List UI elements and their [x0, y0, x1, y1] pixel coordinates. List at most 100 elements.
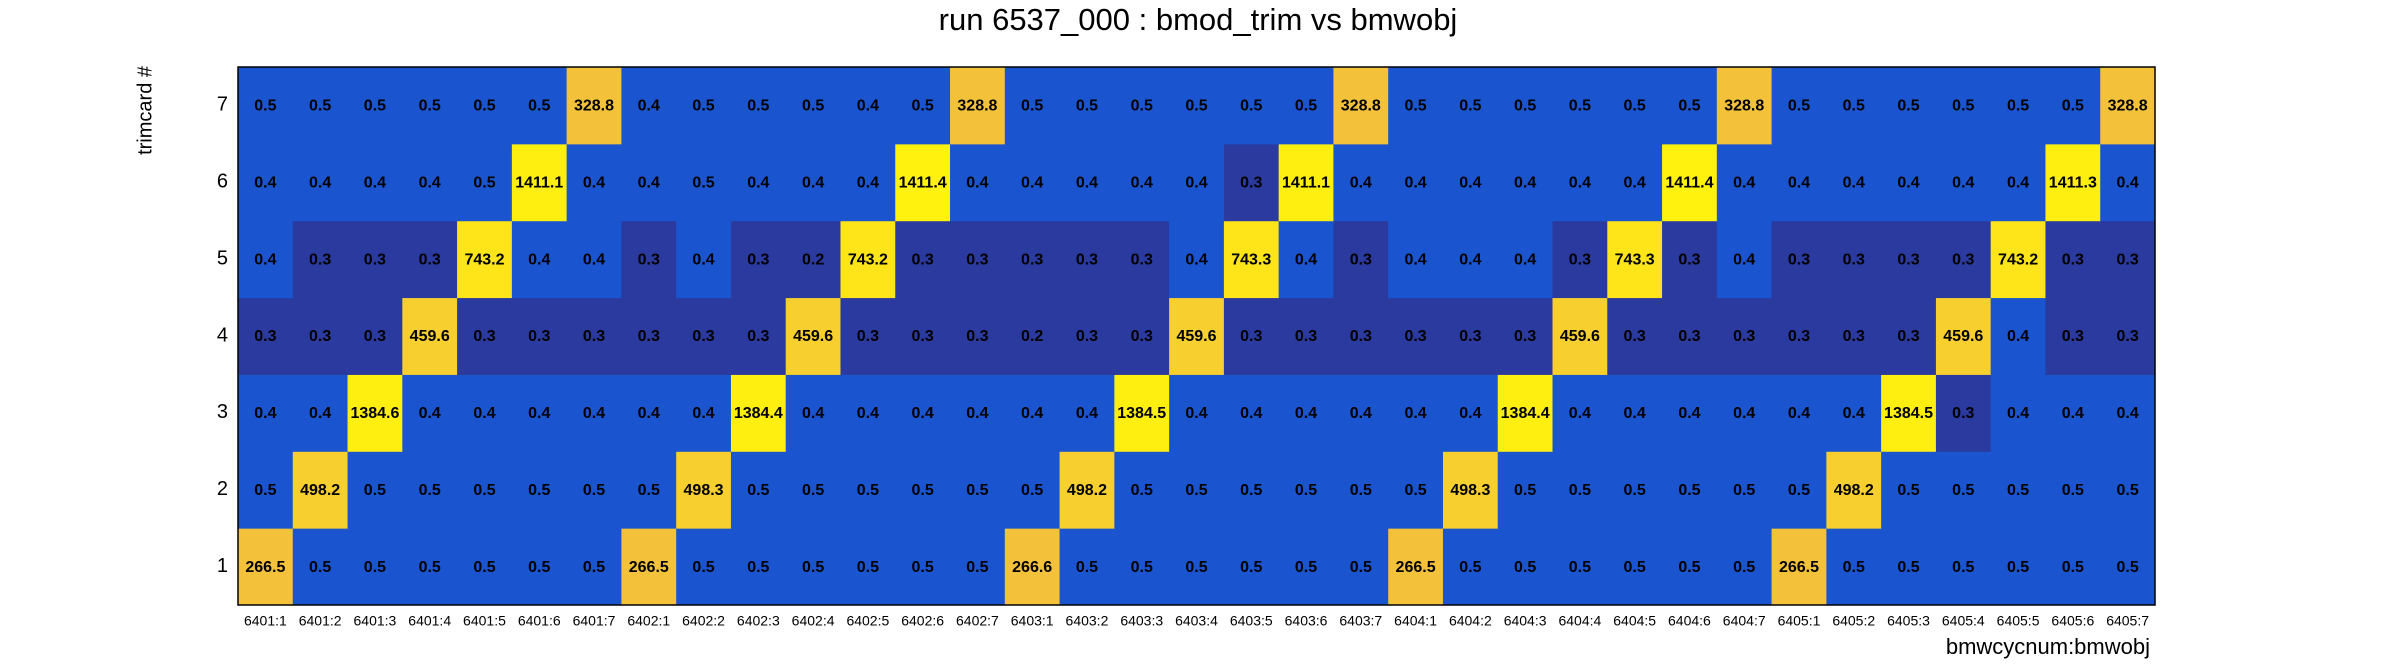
cell — [1881, 143, 1937, 222]
cell — [676, 220, 732, 299]
x-tick-label: 6405:5 — [1997, 613, 2040, 629]
cell — [2045, 67, 2101, 145]
cell-label: 328.8 — [574, 98, 614, 115]
cell — [347, 374, 403, 452]
cell — [1935, 67, 1992, 145]
cell — [566, 67, 622, 145]
cell — [457, 297, 513, 375]
cell-label: 0.5 — [1678, 482, 1700, 499]
cell — [840, 374, 896, 452]
cell-label: 0.4 — [364, 175, 386, 192]
cell — [1059, 220, 1115, 299]
x-tick-label: 6402:4 — [792, 613, 835, 629]
cell — [1004, 528, 1061, 606]
cell — [676, 374, 732, 452]
cell — [785, 297, 841, 375]
cell-label: 0.4 — [1788, 405, 1810, 422]
cell-label: 0.5 — [254, 482, 276, 499]
cell-label: 0.5 — [1514, 482, 1536, 499]
cell-label: 0.4 — [528, 251, 550, 268]
cell-label: 0.5 — [966, 482, 988, 499]
cell-label: 0.4 — [1404, 175, 1426, 192]
cell — [1442, 220, 1499, 299]
y-tick-label: 2 — [217, 478, 228, 500]
cell — [2100, 297, 2156, 375]
chart-title: run 6537_000 : bmod_trim vs bmwobj — [939, 2, 1458, 37]
cell — [730, 143, 787, 222]
cell-label: 0.3 — [747, 328, 769, 345]
cell-label: 0.5 — [1350, 559, 1372, 576]
cell-label: 1384.5 — [1117, 405, 1166, 422]
x-tick-label: 6401:5 — [463, 613, 506, 629]
cell — [1059, 374, 1115, 452]
cell-label: 0.5 — [583, 559, 605, 576]
cell-label: 0.4 — [802, 175, 824, 192]
cell — [1935, 528, 1992, 606]
cell-label: 0.5 — [1459, 98, 1481, 115]
cell — [1881, 297, 1937, 375]
cell — [1990, 528, 2046, 606]
cell — [347, 451, 403, 529]
cell — [1826, 374, 1882, 452]
cell — [840, 220, 896, 299]
cell — [950, 220, 1006, 299]
cell-label: 0.3 — [1788, 251, 1810, 268]
cell-label: 0.5 — [528, 482, 550, 499]
cell — [950, 67, 1006, 145]
cell — [1552, 374, 1608, 452]
cell-label: 0.3 — [364, 251, 386, 268]
x-tick-label: 6404:3 — [1504, 613, 1547, 629]
cell-label: 0.4 — [1733, 175, 1755, 192]
cell — [1607, 528, 1663, 606]
cell — [511, 374, 568, 452]
cell-label: 0.3 — [1733, 328, 1755, 345]
cell — [1826, 528, 1882, 606]
cell — [1662, 374, 1718, 452]
cell-label: 0.3 — [2116, 328, 2138, 345]
cell-label: 0.5 — [1733, 482, 1755, 499]
cell-label: 0.4 — [1185, 175, 1207, 192]
cell — [1388, 528, 1444, 606]
y-tick-label: 6 — [217, 171, 228, 193]
cell-label: 0.4 — [1459, 175, 1481, 192]
cell — [292, 143, 349, 222]
cell — [238, 528, 294, 606]
cell — [511, 143, 568, 222]
cell-label: 0.4 — [1404, 405, 1426, 422]
cell — [1662, 528, 1718, 606]
cell — [895, 67, 951, 145]
cell — [676, 67, 732, 145]
cell — [785, 451, 841, 529]
cell-label: 0.5 — [473, 559, 495, 576]
cell — [730, 451, 787, 529]
cell — [566, 451, 622, 529]
cell-label: 1384.5 — [1884, 405, 1933, 422]
cell-label: 0.5 — [1459, 559, 1481, 576]
cell — [1169, 528, 1225, 606]
cell — [238, 220, 294, 299]
cell-label: 0.5 — [1843, 559, 1865, 576]
y-axis-title: trimcard # — [134, 65, 156, 155]
cell-label: 0.4 — [583, 405, 605, 422]
cell-label: 0.3 — [2062, 328, 2084, 345]
cell-label: 0.5 — [1404, 482, 1426, 499]
cell — [402, 451, 458, 529]
cell — [1771, 528, 1827, 606]
cell — [621, 528, 677, 606]
cell — [1223, 220, 1280, 299]
cell — [1826, 451, 1882, 529]
cell — [621, 297, 677, 375]
cell — [730, 220, 787, 299]
cell — [1771, 451, 1827, 529]
cell-label: 0.3 — [1678, 328, 1700, 345]
cell-label: 0.5 — [2062, 482, 2084, 499]
cell-label: 0.4 — [1678, 405, 1700, 422]
cell-label: 0.4 — [802, 405, 824, 422]
cell-label: 0.4 — [1185, 405, 1207, 422]
cell-label: 0.3 — [1952, 405, 1974, 422]
y-tick-label: 4 — [217, 324, 228, 346]
cell-label: 1384.4 — [734, 405, 783, 422]
cell-label: 0.3 — [1021, 251, 1043, 268]
cell-label: 0.3 — [857, 328, 879, 345]
